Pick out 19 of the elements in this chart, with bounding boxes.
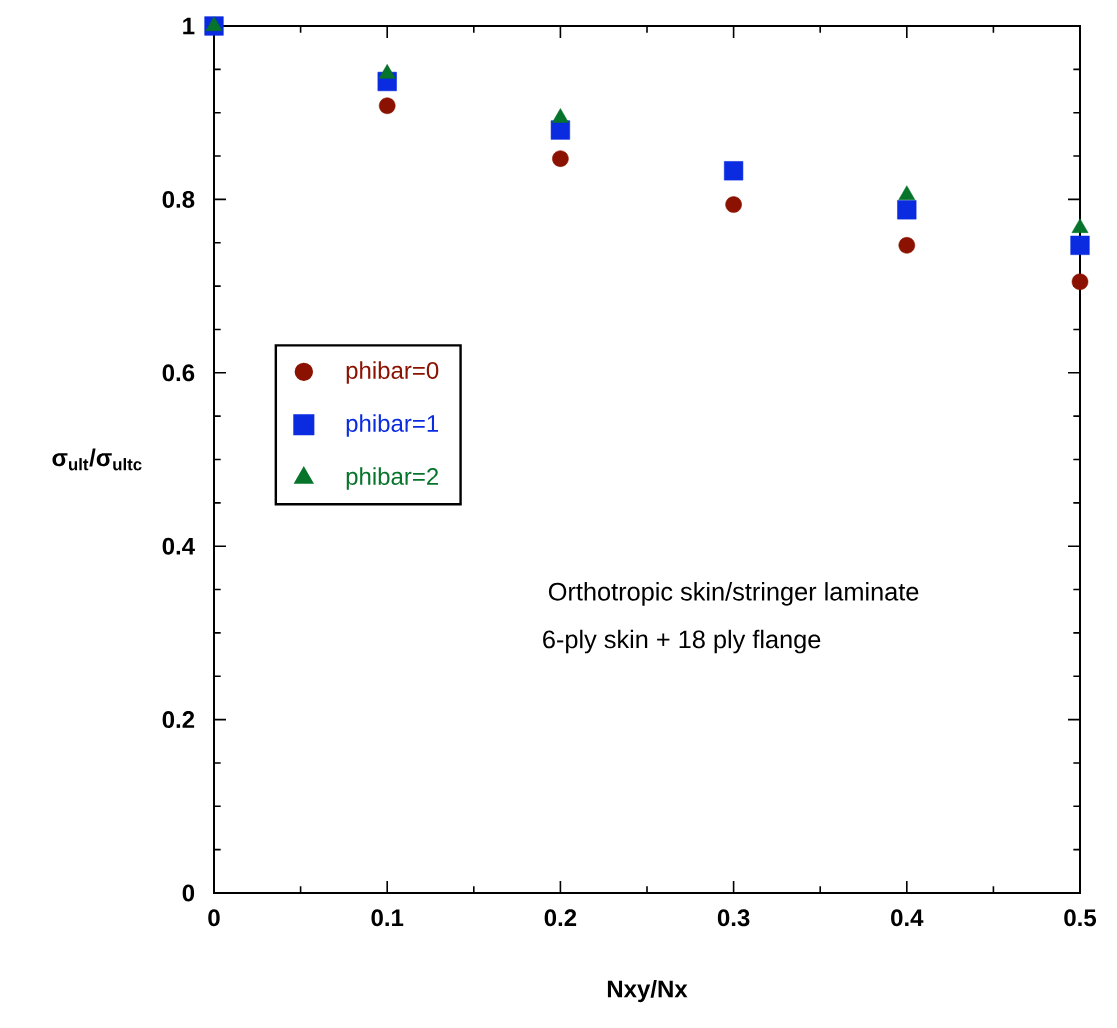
y-axis-title: σ$_{ult}$/σ$_{ultc}$ — [52, 448, 142, 471]
annotation: 6-ply skin + 18 ply flange — [543, 629, 821, 654]
legend-label: phibar=1 — [346, 414, 439, 437]
y-tick-label: 0.8 — [162, 190, 195, 208]
x-tick-label: 0.4 — [891, 909, 924, 927]
x-tick-label: 0.1 — [371, 909, 404, 927]
x-tick-label: 0.2 — [544, 909, 577, 927]
x-tick-label: 0.3 — [717, 909, 750, 927]
x-tick-label: 0.5 — [1064, 909, 1097, 927]
x-axis-title: Nxy/Nx — [607, 979, 688, 1003]
y-tick-label: 1 — [183, 17, 195, 35]
annotation: Orthotropic skin/stringer laminate — [548, 582, 919, 606]
x-tick-label: 0 — [208, 909, 220, 927]
y-tick-label: 0 — [182, 884, 195, 902]
y-tick-label: 0.2 — [162, 711, 195, 729]
y-tick-label: 0.4 — [162, 537, 195, 555]
y-tick-label: 0.6 — [162, 364, 195, 382]
legend-label: phibar=0 — [346, 361, 439, 384]
legend-label: phibar=2 — [346, 467, 439, 490]
